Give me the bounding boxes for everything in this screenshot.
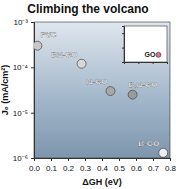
tick [122,33,124,34]
point-label: BN-GO [51,50,78,59]
tick [153,62,154,64]
tick [138,62,139,64]
tick-label: 0.6 [131,164,143,173]
tick-label: 0.0 [29,164,41,173]
point-label: B,N-GO [129,80,158,89]
tick-label: 0.3 [80,164,92,173]
chart: 0.00.10.20.30.40.50.60.70.810⁻⁶10⁻⁵10⁻⁴1… [0,0,176,189]
tick [167,62,168,64]
tick: 0.3 [80,158,92,173]
tick: 0.0 [29,158,41,173]
y-axis [122,27,125,63]
tick-mark [122,33,124,34]
tick-mark [31,22,34,23]
axis-line [35,159,171,162]
tick-label: 10⁻³ [13,18,28,27]
tick-label: 10⁻⁵ [13,109,28,118]
tick-mark [31,158,34,159]
tick: 10⁻⁶ [13,154,34,163]
tick [122,48,124,49]
tick: 10⁻³ [13,18,34,27]
tick-mark [167,62,168,64]
tick-label: 0.8 [165,164,176,173]
tick-label: 0.4 [97,164,109,173]
point-label: N-GO [87,77,108,86]
tick-label: 10⁻⁴ [13,63,29,72]
plot-frame [124,26,167,62]
tick-mark [85,158,86,161]
y-axis: 10⁻⁶ 10⁻⁵ 10⁻⁴ 10⁻³ [13,18,35,163]
point [34,41,42,50]
title: Climbing the volcano [27,2,148,16]
axis-line [125,63,168,65]
tick-mark [51,158,52,161]
tick-label: 0.7 [148,164,160,173]
point-label: B-GO [138,139,159,148]
tick-mark [31,67,34,68]
tick [122,62,124,63]
points [156,52,161,57]
tick: 0.1 [46,158,58,173]
tick: 0.5 [114,158,126,173]
axis-line [31,23,35,159]
tick-mark [122,48,124,49]
tick-label: 0.1 [46,164,58,173]
tick-mark [138,62,139,64]
tick-mark [153,158,154,161]
point-label: Pt/C [40,30,56,39]
plot-frame [34,22,170,158]
x-axis-title: ΔGH (eV) [82,177,121,187]
tick: 0.8 [165,158,176,173]
point [159,148,168,157]
point [106,87,115,96]
y-axis-title: J₀ (mA/cm²) [0,65,10,116]
tick-mark [68,158,69,161]
x-axis: 0.0 0.1 0.2 0.3 0.4 0.5 0.6 0.7 0.8 [29,158,176,173]
tick-label: 10⁻⁶ [13,154,28,163]
tick-label: 0.2 [63,164,75,173]
tick: 10⁻⁵ [13,109,34,118]
tick: 0.2 [63,158,75,173]
tick-mark [119,158,120,161]
point [156,52,161,57]
tick-mark [153,62,154,64]
tick: 10⁻⁴ [13,63,34,72]
tick-mark [170,158,171,161]
x-axis [125,62,168,64]
tick-mark [136,158,137,161]
tick-mark [102,158,103,161]
axis-line [122,27,125,63]
point [77,59,86,68]
tick-label: 0.5 [114,164,126,173]
tick: 0.4 [97,158,109,173]
tick-mark [31,113,34,114]
tick-mark [122,62,124,63]
tick: 0.7 [148,158,160,173]
point-label: GO [145,51,156,58]
point [128,90,137,99]
tick: 0.6 [131,158,143,173]
